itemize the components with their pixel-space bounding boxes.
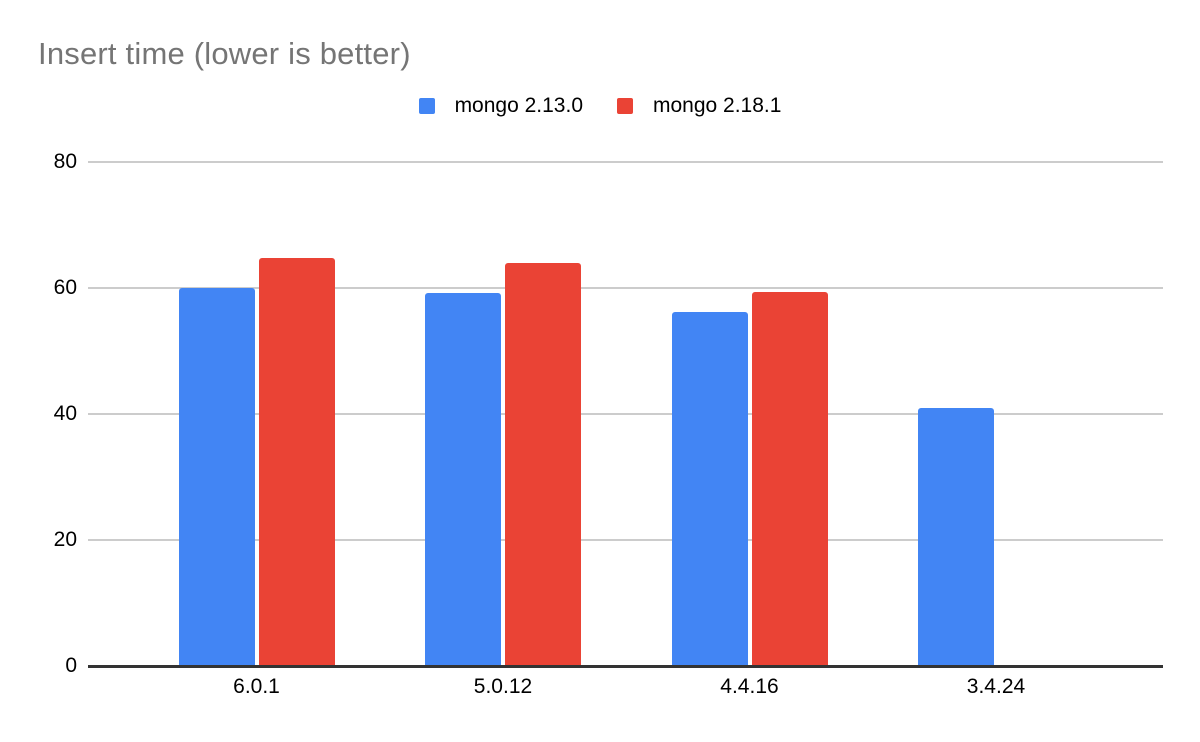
x-axis-line xyxy=(88,665,1163,668)
gridline-60 xyxy=(88,287,1163,289)
gridline-40 xyxy=(88,413,1163,415)
x-axis-label-5.0.12: 5.0.12 xyxy=(473,675,533,698)
legend-label-mongo-2-18-1: mongo 2.18.1 xyxy=(653,94,782,117)
y-axis-label-60: 60 xyxy=(53,276,77,299)
y-axis-label-40: 40 xyxy=(53,402,77,425)
legend-label-mongo-2-13-0: mongo 2.13.0 xyxy=(454,94,583,117)
bar-5.0.12-mongo-2-13-0[interactable] xyxy=(425,293,501,666)
legend: mongo 2.13.0 mongo 2.18.1 xyxy=(0,94,1200,118)
legend-item-mongo-2-13-0[interactable]: mongo 2.13.0 xyxy=(418,94,583,118)
bar-5.0.12-mongo-2-18-1[interactable] xyxy=(505,263,581,666)
gridline-80 xyxy=(88,161,1163,163)
chart-title: Insert time (lower is better) xyxy=(38,36,411,71)
y-axis-label-0: 0 xyxy=(65,654,77,677)
legend-swatch-red-icon xyxy=(617,98,633,114)
bar-4.4.16-mongo-2-13-0[interactable] xyxy=(671,312,748,666)
legend-swatch-blue-icon xyxy=(418,98,435,114)
bar-4.4.16-mongo-2-18-1[interactable] xyxy=(751,292,828,666)
legend-item-mongo-2-18-1[interactable]: mongo 2.18.1 xyxy=(617,94,781,118)
bar-3.4.24-mongo-2-13-0[interactable] xyxy=(918,408,994,666)
gridline-20 xyxy=(88,539,1163,541)
x-axis-label-3.4.24: 3.4.24 xyxy=(966,675,1026,698)
bar-6.0.1-mongo-2-18-1[interactable] xyxy=(258,258,335,666)
bar-6.0.1-mongo-2-13-0[interactable] xyxy=(178,288,255,666)
y-axis-label-80: 80 xyxy=(53,150,77,173)
y-axis-label-20: 20 xyxy=(53,528,77,551)
x-axis-label-4.4.16: 4.4.16 xyxy=(720,675,779,698)
x-axis-label-6.0.1: 6.0.1 xyxy=(233,675,280,698)
